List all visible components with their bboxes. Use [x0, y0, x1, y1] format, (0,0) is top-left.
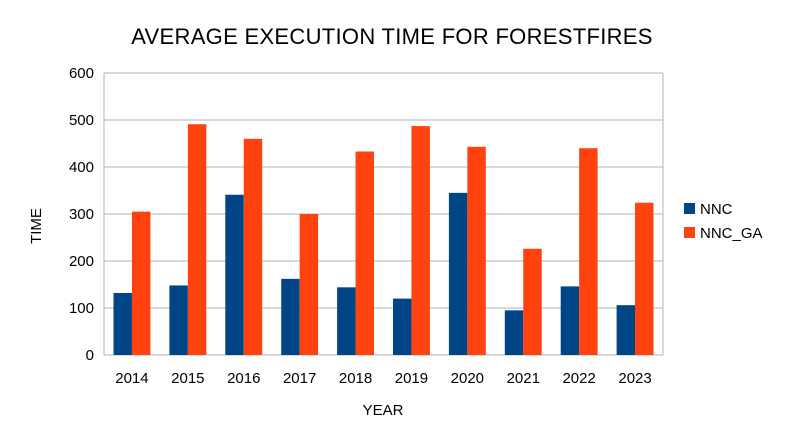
x-tick-label: 2015 [171, 370, 204, 387]
bar-nnc-2014 [113, 292, 132, 355]
x-tick-label: 2023 [618, 370, 651, 387]
bar-nnc-2023 [616, 305, 636, 355]
bar-nnc-ga-2016 [243, 138, 263, 355]
bars [113, 124, 654, 355]
chart-title: AVERAGE EXECUTION TIME FOR FORESTFIRES [131, 24, 653, 49]
y-tick-label: 300 [69, 206, 94, 223]
bar-nnc-ga-2018 [355, 151, 374, 355]
x-tick-label: 2018 [339, 370, 372, 387]
bar-nnc-ga-2020 [467, 146, 486, 355]
bar-nnc-ga-2015 [187, 124, 207, 355]
x-tick-label: 2016 [227, 370, 260, 387]
y-tick-label: 100 [69, 300, 94, 317]
bar-nnc-ga-2019 [411, 126, 430, 355]
bar-nnc-2021 [504, 310, 524, 355]
bar-nnc-2022 [560, 286, 580, 355]
bar-nnc-2016 [225, 194, 244, 355]
bar-nnc-ga-2022 [579, 148, 598, 355]
bar-nnc-2017 [281, 278, 300, 355]
y-tick-label: 400 [69, 159, 94, 176]
bar-nnc-2019 [393, 298, 412, 355]
x-tick-label: 2022 [562, 370, 595, 387]
legend-swatch-nnc [684, 203, 695, 214]
x-tick-label: 2020 [451, 370, 484, 387]
x-axis-label: YEAR [363, 402, 404, 419]
bar-nnc-ga-2023 [635, 202, 654, 355]
x-tick-label: 2021 [507, 370, 540, 387]
y-tick-label: 200 [69, 253, 94, 270]
x-tick-label: 2014 [115, 370, 148, 387]
bar-nnc-ga-2021 [523, 248, 542, 355]
bar-nnc-2020 [448, 192, 468, 355]
x-tick-label: 2019 [395, 370, 428, 387]
bar-nnc-ga-2017 [299, 214, 319, 355]
legend-swatch-nnc-ga [684, 227, 695, 238]
legend-label: NNC_GA [700, 225, 763, 242]
bar-nnc-2018 [337, 287, 356, 355]
y-tick-labels: 0 100 200 300 400 500 600 [69, 65, 94, 364]
x-tick-labels: 2014 2015 2016 2017 2018 2019 2020 2021 2022 2023 [115, 370, 651, 387]
y-tick-label: 500 [69, 112, 94, 129]
legend-label: NNC [700, 201, 733, 218]
y-axis-label: TIME [28, 208, 45, 244]
bar-nnc-ga-2014 [131, 211, 151, 355]
bar-nnc-2015 [169, 285, 188, 355]
y-tick-label: 600 [69, 65, 94, 82]
y-tick-label: 0 [86, 347, 94, 364]
legend: NNC NNC_GA [684, 201, 763, 242]
x-tick-label: 2017 [283, 370, 316, 387]
